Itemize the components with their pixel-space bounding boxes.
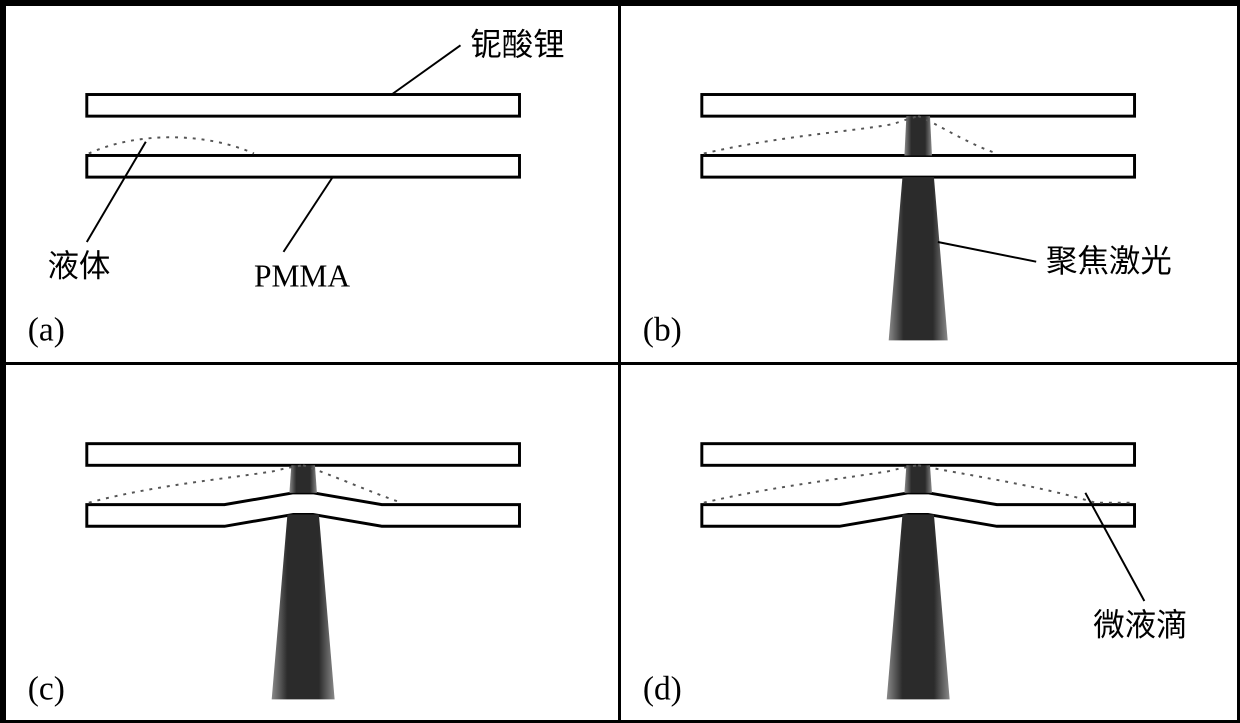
- leader-top-bar: [392, 45, 461, 94]
- top-bar: [87, 444, 520, 466]
- laser-between-bars: [904, 116, 932, 155]
- bottom-bar: [702, 155, 1135, 177]
- laser-below-bars: [889, 177, 948, 340]
- panel-d-id: (d): [643, 670, 682, 707]
- figure-grid: 铌酸锂 液体 PMMA (a): [0, 0, 1240, 723]
- panel-a-id: (a): [28, 311, 65, 348]
- label-laser: 聚焦激光: [1046, 244, 1172, 279]
- panel-b: 聚焦激光 (b): [618, 3, 1240, 365]
- label-liquid: 液体: [47, 248, 110, 283]
- liquid-dotted-curve: [89, 137, 254, 153]
- leader-laser: [938, 242, 1036, 262]
- panel-a: 铌酸锂 液体 PMMA (a): [3, 3, 621, 365]
- label-droplet: 微液滴: [1093, 607, 1187, 642]
- liquid-dotted-left: [704, 116, 918, 153]
- panel-b-id: (b): [643, 311, 682, 348]
- leader-pmma: [283, 177, 332, 252]
- panel-d: 微液滴 (d): [618, 362, 1240, 723]
- bottom-bar: [87, 155, 520, 177]
- panel-c-id: (c): [28, 670, 65, 707]
- panel-c: (c): [3, 362, 621, 723]
- top-bar: [702, 95, 1135, 117]
- top-bar: [87, 95, 520, 117]
- label-pmma: PMMA: [254, 258, 350, 293]
- laser-below-bars: [272, 514, 335, 699]
- laser-between-bars: [904, 465, 932, 493]
- top-bar: [702, 444, 1135, 466]
- laser-below-bars: [887, 514, 950, 699]
- label-linbo3: 铌酸锂: [470, 27, 564, 62]
